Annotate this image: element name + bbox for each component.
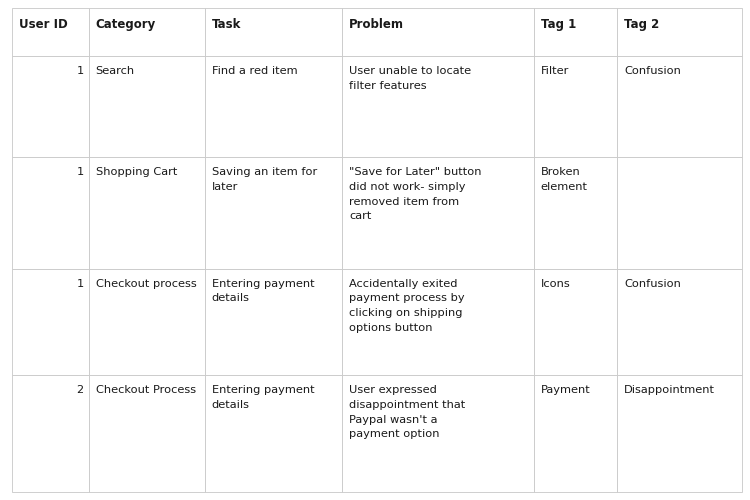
Bar — [12, 268, 88, 375]
Bar — [205, 56, 342, 157]
Text: Accidentally exited
payment process by
clicking on shipping
options button: Accidentally exited payment process by c… — [349, 278, 465, 333]
Bar — [12, 8, 88, 56]
Text: Disappointment: Disappointment — [624, 385, 716, 395]
Text: Icons: Icons — [541, 278, 571, 288]
Bar — [88, 157, 205, 268]
Text: User unable to locate
filter features: User unable to locate filter features — [349, 66, 471, 90]
Text: Problem: Problem — [349, 18, 404, 31]
Text: Payment: Payment — [541, 385, 590, 395]
Text: Broken
element: Broken element — [541, 167, 588, 192]
Bar — [88, 268, 205, 375]
Bar — [342, 157, 534, 268]
Bar — [205, 157, 342, 268]
Text: Checkout Process: Checkout Process — [96, 385, 196, 395]
Bar — [12, 56, 88, 157]
Bar — [534, 375, 617, 492]
Text: Search: Search — [96, 66, 135, 76]
Text: Task: Task — [211, 18, 241, 31]
Text: Filter: Filter — [541, 66, 569, 76]
Bar — [534, 268, 617, 375]
Bar — [534, 56, 617, 157]
Bar — [617, 56, 742, 157]
Bar — [617, 375, 742, 492]
Text: Tag 2: Tag 2 — [624, 18, 659, 31]
Bar — [534, 157, 617, 268]
Bar — [342, 56, 534, 157]
Bar — [12, 375, 88, 492]
Text: User expressed
disappointment that
Paypal wasn't a
payment option: User expressed disappointment that Paypa… — [349, 385, 465, 440]
Bar — [342, 375, 534, 492]
Text: Entering payment
details: Entering payment details — [211, 385, 314, 410]
Text: User ID: User ID — [19, 18, 68, 31]
Text: Tag 1: Tag 1 — [541, 18, 576, 31]
Text: "Save for Later" button
did not work- simply
removed item from
cart: "Save for Later" button did not work- si… — [349, 167, 482, 222]
Bar — [342, 8, 534, 56]
Bar — [617, 8, 742, 56]
Bar — [12, 157, 88, 268]
Text: Shopping Cart: Shopping Cart — [96, 167, 177, 177]
Bar — [88, 375, 205, 492]
Bar — [617, 268, 742, 375]
Text: 1: 1 — [76, 66, 84, 76]
Text: Category: Category — [96, 18, 156, 31]
Bar — [534, 8, 617, 56]
Bar — [205, 375, 342, 492]
Bar — [88, 56, 205, 157]
Text: Confusion: Confusion — [624, 278, 681, 288]
Bar — [88, 8, 205, 56]
Bar — [617, 157, 742, 268]
Text: Find a red item: Find a red item — [211, 66, 297, 76]
Text: 2: 2 — [76, 385, 84, 395]
Text: 1: 1 — [76, 167, 84, 177]
Text: Saving an item for
later: Saving an item for later — [211, 167, 316, 192]
Text: Checkout process: Checkout process — [96, 278, 196, 288]
Bar — [342, 268, 534, 375]
Bar — [205, 268, 342, 375]
Text: Confusion: Confusion — [624, 66, 681, 76]
Text: 1: 1 — [76, 278, 84, 288]
Text: Entering payment
details: Entering payment details — [211, 278, 314, 303]
Bar — [205, 8, 342, 56]
